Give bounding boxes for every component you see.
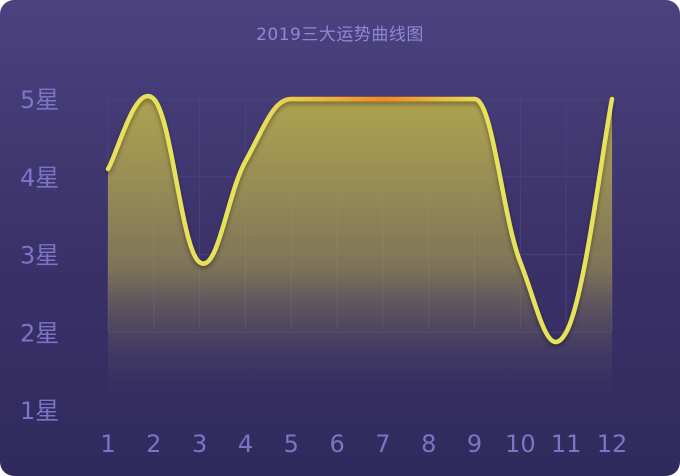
x-tick-label: 2 (146, 430, 161, 458)
x-tick-label: 4 (238, 430, 253, 458)
series-line-path (105, 93, 615, 345)
x-tick-label: 1 (100, 430, 115, 458)
y-tick-label: 4星 (20, 164, 59, 192)
area (108, 96, 612, 410)
y-tick-label: 1星 (20, 397, 59, 425)
x-tick-label: 9 (467, 430, 482, 458)
series-line (105, 93, 615, 345)
x-tick-label: 10 (505, 430, 536, 458)
x-tick-label: 11 (551, 430, 582, 458)
x-tick-label: 5 (284, 430, 299, 458)
x-tick-label: 7 (375, 430, 390, 458)
y-tick-label: 2星 (20, 319, 59, 347)
x-axis-ticks: 1 2 3 4 5 6 7 8 9 10 11 12 (100, 430, 627, 458)
y-tick-label: 3星 (20, 242, 59, 270)
area-fill (108, 96, 612, 410)
chart-title: 2019三大运势曲线图 (256, 25, 424, 45)
x-tick-label: 12 (597, 430, 628, 458)
y-axis-ticks: 1星 2星 3星 4星 5星 (20, 86, 59, 425)
x-tick-label: 3 (192, 430, 207, 458)
y-tick-label: 5星 (20, 86, 59, 114)
x-tick-label: 8 (421, 430, 436, 458)
x-tick-label: 6 (329, 430, 344, 458)
